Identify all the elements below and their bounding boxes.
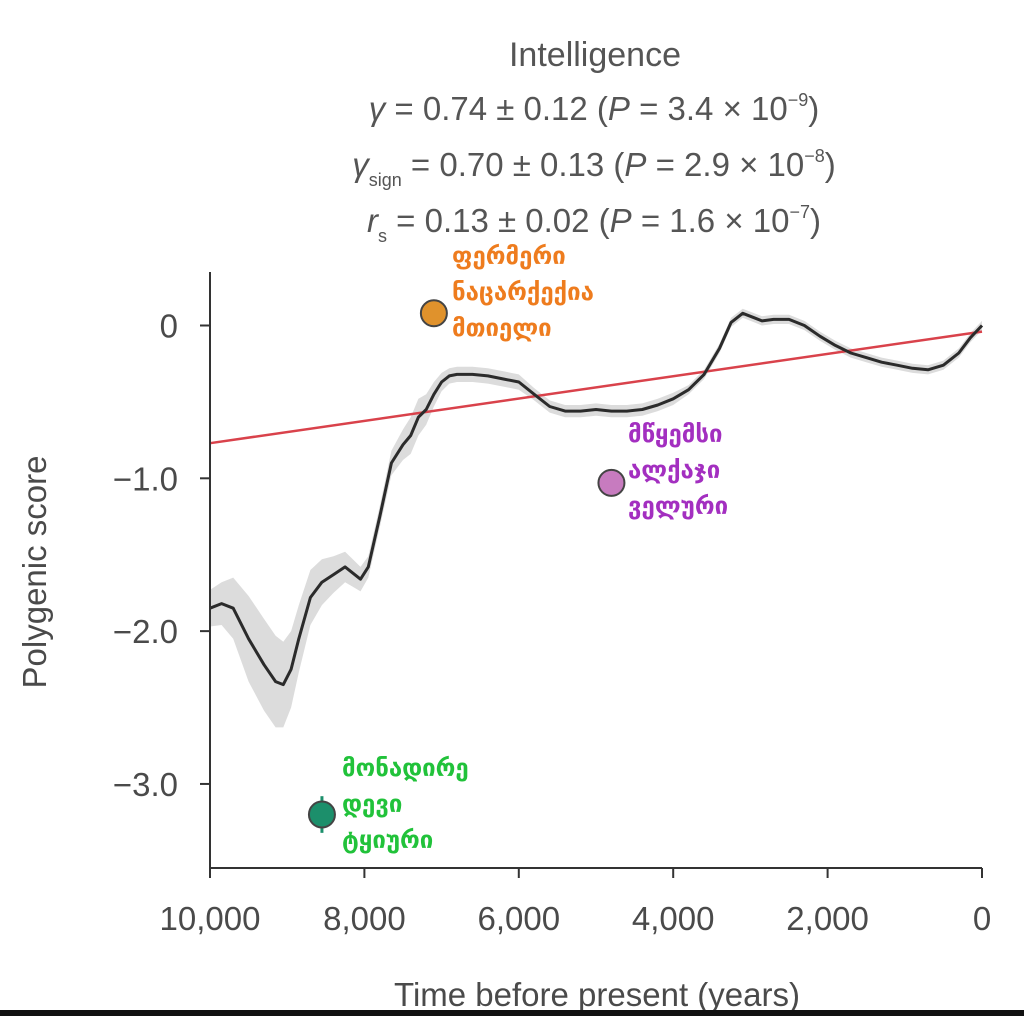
point-label: ალქაჯი xyxy=(628,456,720,484)
stat-symbol: γ xyxy=(369,90,388,127)
group-points: ფერმერი ნაცარქექია მთიელი მწყემსი ალქაჯი ველუ… xyxy=(307,242,728,854)
confidence-band xyxy=(210,308,982,728)
stat-exponent: −8 xyxy=(804,146,825,166)
stat-p: P xyxy=(624,146,646,183)
trend-line xyxy=(209,330,983,445)
stat-value: = 0.13 ± 0.02 ( xyxy=(387,202,610,239)
stat-p: P xyxy=(610,202,632,239)
bottom-rule xyxy=(0,1010,1024,1016)
ci-band xyxy=(210,308,982,728)
chart-title: Intelligence xyxy=(509,36,681,74)
point-label: ველური xyxy=(628,492,728,520)
point-label: მონადირე xyxy=(342,754,469,782)
y-tick-label: −3.0 xyxy=(113,766,178,803)
group-point xyxy=(597,468,626,497)
stat-p-value: = 1.6 × 10 xyxy=(632,202,790,239)
y-tick-label: 0 xyxy=(160,307,178,344)
stat-line: rs = 0.13 ± 0.02 (P = 1.6 × 10−7) xyxy=(367,202,821,246)
stat-close: ) xyxy=(825,146,836,183)
point-label: ფერმერი xyxy=(452,242,566,270)
point-label: დევი xyxy=(342,790,402,818)
point-label: ნაცარქექია xyxy=(452,278,594,306)
group-point xyxy=(307,800,336,829)
stat-p-value: = 2.9 × 10 xyxy=(646,146,804,183)
series-layer xyxy=(209,311,984,687)
x-tick-label: 10,000 xyxy=(160,900,261,937)
stats-block: γ = 0.74 ± 0.12 (P = 3.4 × 10−9)γsign = … xyxy=(352,90,836,246)
point-label: ტყიური xyxy=(342,826,433,854)
y-axis-title: Polygenic score xyxy=(16,456,53,689)
point-label: მთიელი xyxy=(452,314,552,342)
stat-symbol: γ xyxy=(352,146,371,183)
stat-p-value: = 3.4 × 10 xyxy=(630,90,788,127)
stat-symbol: r xyxy=(367,202,380,239)
stat-value: = 0.74 ± 0.12 ( xyxy=(385,90,608,127)
axes: 10,000 8,000 6,000 4,000 2,000 0 0 −1.0 −2.0 −3.0 xyxy=(113,272,991,937)
stat-line: γsign = 0.70 ± 0.13 (P = 2.9 × 10−8) xyxy=(352,146,836,190)
x-tick-label: 4,000 xyxy=(632,900,715,937)
stat-p: P xyxy=(608,90,630,127)
x-tick-label: 2,000 xyxy=(786,900,869,937)
group-point xyxy=(419,299,448,328)
stat-exponent: −7 xyxy=(789,202,810,222)
stat-close: ) xyxy=(808,90,819,127)
stat-subscript: sign xyxy=(369,170,402,190)
x-tick-label: 8,000 xyxy=(323,900,406,937)
y-tick-label: −1.0 xyxy=(113,460,178,497)
stat-close: ) xyxy=(810,202,821,239)
stat-value: = 0.70 ± 0.13 ( xyxy=(402,146,625,183)
stat-exponent: −9 xyxy=(788,90,809,110)
x-tick-label: 0 xyxy=(973,900,991,937)
x-tick-label: 6,000 xyxy=(478,900,561,937)
score-line xyxy=(209,311,984,687)
stat-line: γ = 0.74 ± 0.12 (P = 3.4 × 10−9) xyxy=(369,90,820,127)
y-tick-label: −2.0 xyxy=(113,613,178,650)
x-axis-title: Time before present (years) xyxy=(394,976,800,1013)
stat-subscript: s xyxy=(378,226,387,246)
point-label: მწყემსი xyxy=(628,420,723,448)
